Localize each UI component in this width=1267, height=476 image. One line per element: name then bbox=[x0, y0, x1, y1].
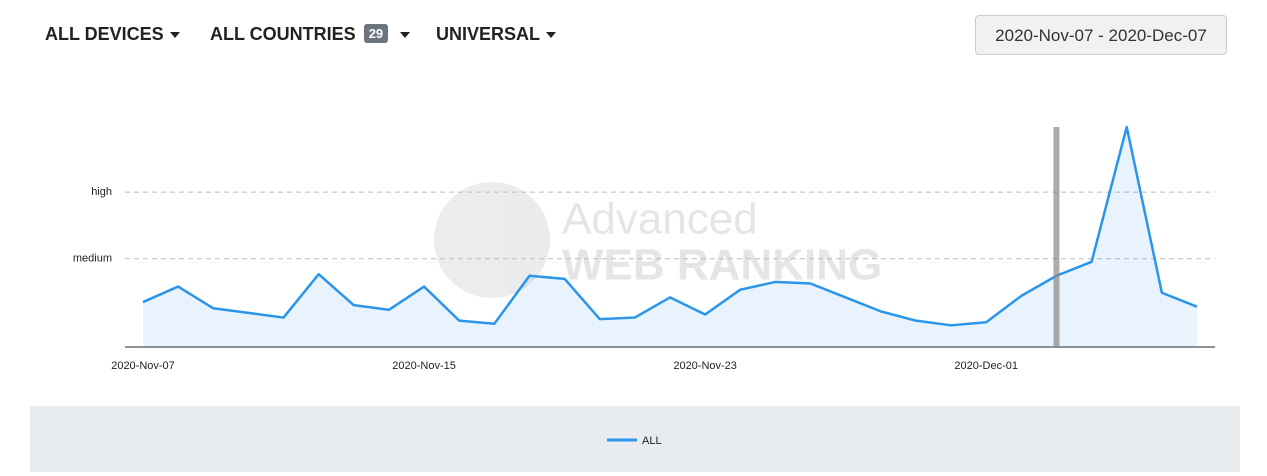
legend-label: ALL bbox=[642, 435, 662, 447]
line bbox=[142, 125, 1198, 327]
caret bbox=[546, 32, 557, 39]
y-tick-label: medium bbox=[73, 253, 112, 265]
watermark-text: Advanced bbox=[562, 195, 758, 244]
watermark-text: WEB RANKING bbox=[562, 241, 882, 290]
devices-label: ALL DEVICES bbox=[45, 24, 164, 44]
countries-badge: 29 bbox=[363, 24, 389, 43]
devices-dropdown[interactable]: ALL DEVICES bbox=[45, 24, 180, 45]
watermark-globe bbox=[434, 182, 550, 298]
area bbox=[143, 127, 1197, 347]
x-tick-label: 2020-Nov-07 bbox=[111, 360, 175, 372]
countries-label: ALL COUNTRIES bbox=[210, 24, 356, 44]
engine-label: UNIVERSAL bbox=[436, 24, 541, 44]
engine-dropdown[interactable]: UNIVERSAL bbox=[436, 24, 557, 45]
y-tick-label: high bbox=[91, 186, 112, 198]
date-range-button[interactable]: 2020-Nov-07 - 2020-Dec-07 bbox=[975, 15, 1227, 55]
caret bbox=[169, 32, 180, 39]
x-tick-label: 2020-Nov-15 bbox=[392, 360, 456, 372]
caret bbox=[400, 32, 411, 39]
countries-dropdown[interactable]: ALL COUNTRIES 29 bbox=[210, 24, 411, 45]
current-day-marker bbox=[1053, 127, 1060, 347]
x-tick-label: 2020-Nov-23 bbox=[673, 360, 737, 372]
watermark: Advanced WEB RANKING bbox=[434, 182, 882, 298]
x-tick-label: 2020-Dec-01 bbox=[954, 360, 1018, 372]
